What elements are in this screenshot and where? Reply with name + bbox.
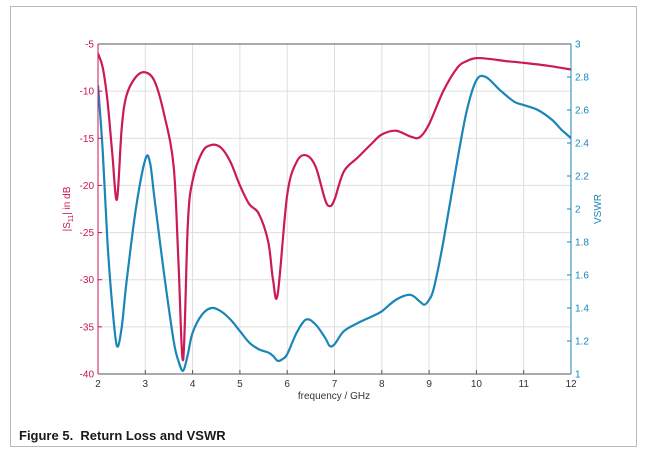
y-right-tick-label: 3: [575, 40, 581, 51]
x-tick-label: 9: [426, 379, 432, 390]
figure-caption: Figure 5. Return Loss and VSWR: [19, 428, 226, 443]
y-right-tick-label: 2.8: [575, 73, 589, 84]
x-tick-label: 7: [332, 379, 338, 390]
y-left-tick-label: -20: [80, 181, 95, 192]
x-tick-label: 2: [95, 379, 101, 390]
figure-title: Return Loss and VSWR: [80, 428, 225, 443]
x-tick-label: 12: [565, 379, 577, 390]
y-left-label-part2: | in dB: [62, 186, 73, 214]
y-axis-right-label: VSWR: [593, 194, 604, 224]
y-right-tick-label: 2: [575, 205, 581, 216]
return-loss-vswr-chart: 2 3 4 5 6 7 8 9 10 11 12 -40 -35 -30 -25 -20 -15 -10 -5 1 1.…: [0, 0, 647, 453]
y-right-tick-label: 1.4: [575, 304, 589, 315]
x-axis-label: frequency / GHz: [298, 391, 370, 402]
y-left-label-subscript: 11: [68, 215, 75, 222]
y-right-tick-label: 2.2: [575, 172, 589, 183]
y-left-tick-label: -40: [80, 370, 95, 381]
y-right-tick-label: 1: [575, 370, 581, 381]
y-right-tick-label: 2.6: [575, 106, 589, 117]
y-left-tick-label: -5: [85, 40, 94, 51]
figure-label: Figure 5.: [19, 428, 73, 443]
y-axis-left-label: |S11| in dB: [62, 186, 75, 231]
y-right-tick-label: 2.4: [575, 139, 589, 150]
y-left-tick-label: -30: [80, 275, 95, 286]
y-left-tick-label: -25: [80, 228, 95, 239]
y-left-tick-label: -15: [80, 134, 95, 145]
x-tick-label: 11: [519, 379, 530, 390]
x-tick-label: 10: [471, 379, 483, 390]
x-tick-label: 5: [237, 379, 243, 390]
y-left-tick-label: -10: [80, 87, 95, 98]
x-tick-label: 8: [379, 379, 385, 390]
x-tick-label: 4: [190, 379, 196, 390]
y-right-tick-label: 1.2: [575, 337, 589, 348]
y-right-tick-label: 1.8: [575, 238, 589, 249]
y-right-tick-label: 1.6: [575, 271, 589, 282]
x-tick-label: 6: [284, 379, 290, 390]
y-left-tick-label: -35: [80, 322, 95, 333]
y-left-label-part1: |S: [62, 222, 73, 232]
grid: [98, 44, 571, 374]
x-tick-label: 3: [143, 379, 149, 390]
